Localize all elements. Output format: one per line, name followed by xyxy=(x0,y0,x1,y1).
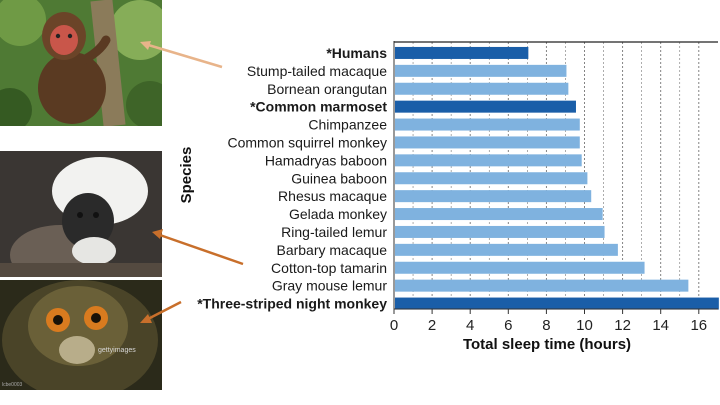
bar xyxy=(395,279,689,292)
bar xyxy=(395,154,582,167)
bar xyxy=(395,172,588,185)
x-tick-label: 6 xyxy=(504,317,512,334)
bar xyxy=(395,297,719,310)
three-striped-night-monkey-photo: gettyimages lcbe0003 xyxy=(0,280,162,390)
bar xyxy=(395,82,569,95)
bar xyxy=(395,190,592,203)
photo-credit-text: lcbe0003 xyxy=(2,382,23,388)
bar xyxy=(395,118,580,131)
x-tick-label: 16 xyxy=(690,317,707,334)
category-label: Chimpanzee xyxy=(308,117,387,133)
x-axis-title: Total sleep time (hours) xyxy=(463,336,631,353)
arrow-to-macaque xyxy=(144,42,223,69)
arrow-to-night-monkey xyxy=(145,300,182,322)
category-label: Rhesus macaque xyxy=(278,188,387,204)
category-label: *Humans xyxy=(326,45,387,61)
category-label: Gray mouse lemur xyxy=(272,278,387,294)
category-label: Barbary macaque xyxy=(276,242,387,258)
x-tick-label: 4 xyxy=(466,317,474,334)
bar xyxy=(395,208,603,221)
watermark-text: gettyimages xyxy=(98,347,136,354)
x-tick-label: 12 xyxy=(614,317,631,334)
category-label: *Common marmoset xyxy=(250,99,387,115)
bar xyxy=(395,136,580,149)
cotton-top-tamarin-photo xyxy=(0,151,162,277)
stump-tailed-macaque-photo xyxy=(0,0,162,126)
category-label: Ring-tailed lemur xyxy=(281,224,387,240)
arrow-head-macaque xyxy=(140,41,151,50)
x-tick-label: 8 xyxy=(542,317,550,334)
x-tick-labels: 0 2 4 6 8 10 12 14 16 xyxy=(390,309,707,334)
category-label: *Three-striped night monkey xyxy=(197,296,387,312)
x-tick-label: 2 xyxy=(428,317,436,334)
x-tick-label: 10 xyxy=(576,317,593,334)
category-label: Cotton-top tamarin xyxy=(271,260,387,276)
bar xyxy=(395,64,567,77)
y-axis-title: Species xyxy=(178,147,195,204)
bar xyxy=(395,100,576,113)
bar xyxy=(395,225,605,238)
category-label: Hamadryas baboon xyxy=(265,152,387,168)
category-label: Bornean orangutan xyxy=(267,81,387,97)
bar xyxy=(395,243,618,256)
category-label: Guinea baboon xyxy=(291,170,387,186)
arrow-head-night-monkey xyxy=(140,314,152,323)
category-label: Stump-tailed macaque xyxy=(247,63,387,79)
arrow-head-tamarin xyxy=(152,229,163,239)
x-tick-label: 14 xyxy=(652,317,669,334)
bar xyxy=(395,46,529,59)
category-labels: *Humans Stump-tailed macaque Bornean orang… xyxy=(197,45,387,312)
category-label: Gelada monkey xyxy=(289,206,387,222)
category-label: Common squirrel monkey xyxy=(228,134,388,150)
x-tick-label: 0 xyxy=(390,317,398,334)
arrow-to-tamarin xyxy=(156,232,244,266)
bar xyxy=(395,261,645,274)
bars xyxy=(395,46,719,310)
